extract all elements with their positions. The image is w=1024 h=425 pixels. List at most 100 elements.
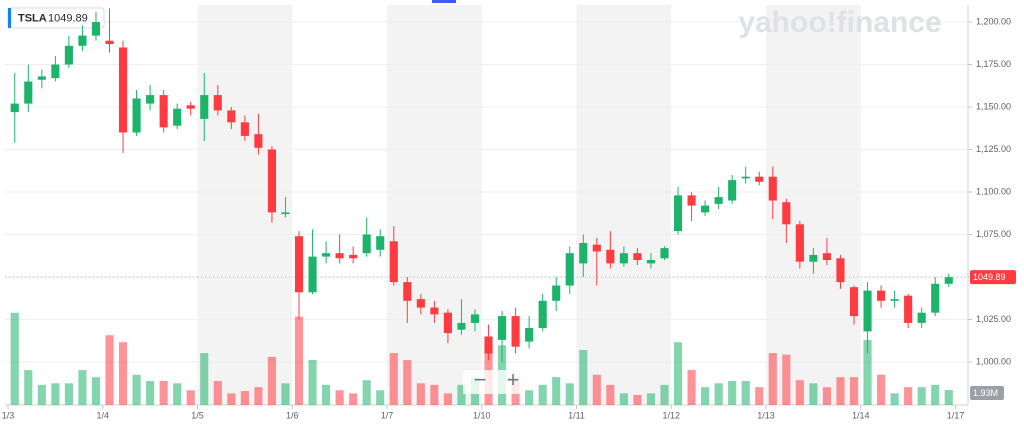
candle-body xyxy=(728,180,737,201)
candle-body xyxy=(917,312,926,323)
candle-body xyxy=(281,212,290,215)
volume-bar xyxy=(863,339,872,405)
candle-body xyxy=(863,290,872,332)
volume-bar xyxy=(809,383,818,405)
candle-body xyxy=(890,299,899,301)
volume-bar xyxy=(349,393,358,405)
volume-bar xyxy=(701,387,710,405)
x-tick-label: 1/7 xyxy=(381,410,394,420)
candle-body xyxy=(944,277,953,284)
volume-bar xyxy=(227,393,236,405)
candle-body xyxy=(51,64,60,79)
y-tick-label: 1,000.00 xyxy=(976,356,1011,366)
candle-body xyxy=(78,35,87,46)
volume-bar xyxy=(240,391,249,405)
volume-bar xyxy=(37,384,46,405)
volume-bar xyxy=(200,353,209,405)
volume-bar xyxy=(552,377,561,405)
candle-body xyxy=(294,236,304,293)
candle-body xyxy=(24,81,33,104)
volume-bar xyxy=(64,383,73,405)
volume-bar xyxy=(931,384,940,405)
zoom-out[interactable]: − xyxy=(474,367,487,392)
volume-tag-label: 1.93M xyxy=(973,388,998,398)
day-bands xyxy=(197,5,861,405)
candle-body xyxy=(91,21,101,36)
candle-body xyxy=(931,283,940,313)
volume-bar xyxy=(836,377,845,405)
watermark: yahoo!finance xyxy=(738,6,941,39)
volume-bar xyxy=(51,383,60,405)
volume-bar xyxy=(389,353,398,405)
candle-body xyxy=(849,287,859,317)
candle-body xyxy=(904,295,913,323)
volume-bar xyxy=(538,384,547,405)
zoom-in[interactable]: + xyxy=(507,367,520,392)
candle-body xyxy=(362,234,371,254)
candle-body xyxy=(877,290,886,301)
volume-bar xyxy=(24,370,33,405)
candle-body xyxy=(227,110,236,123)
day-band xyxy=(576,5,672,405)
candle-body xyxy=(497,316,507,340)
symbol-accent xyxy=(8,8,11,28)
candle-body xyxy=(660,248,669,259)
candle-body xyxy=(376,236,385,250)
candle-body xyxy=(430,307,439,315)
candle-body xyxy=(200,95,209,119)
candle-body xyxy=(105,40,114,45)
y-tick-label: 1,175.00 xyxy=(976,59,1011,69)
candle-body xyxy=(118,47,128,133)
volume-bar xyxy=(741,380,750,405)
volume-bar xyxy=(362,380,371,405)
volume-bar xyxy=(335,390,344,405)
candle-body xyxy=(308,256,317,293)
x-tick-label: 1/10 xyxy=(473,410,491,420)
day-band xyxy=(386,5,482,405)
volume-bar xyxy=(890,393,899,405)
volume-tag xyxy=(970,386,1004,401)
volume-bar xyxy=(565,383,574,405)
candle-body xyxy=(132,98,141,133)
candle-body xyxy=(10,103,19,113)
candle-body xyxy=(701,205,710,213)
volume-bar xyxy=(213,380,222,405)
candle-body xyxy=(240,122,249,136)
volume-bar xyxy=(646,393,656,405)
volume-bar xyxy=(159,380,168,405)
candle-body xyxy=(403,282,412,301)
candle-body xyxy=(146,95,155,104)
x-tick-label: 1/14 xyxy=(852,410,870,420)
top-marker xyxy=(432,0,456,3)
candle-body xyxy=(565,253,574,286)
candle-body xyxy=(335,253,344,259)
candle-body xyxy=(673,195,683,232)
volume-bar xyxy=(619,393,628,405)
candle-body xyxy=(646,259,656,264)
x-tick-label: 1/3 xyxy=(2,410,15,420)
y-tick-label: 1,100.00 xyxy=(976,186,1011,196)
candle-body xyxy=(322,253,331,257)
volume-bar xyxy=(606,384,615,405)
volume-bar xyxy=(118,342,128,405)
candle-body xyxy=(186,105,195,109)
symbol-price: 1049.89 xyxy=(48,12,88,24)
candle-body xyxy=(254,134,263,148)
candle-body xyxy=(782,202,791,225)
volume-bar xyxy=(904,387,913,405)
volume-bar xyxy=(376,390,385,405)
candle-body xyxy=(511,316,520,347)
candle-body xyxy=(795,224,804,262)
candle-body xyxy=(389,241,398,283)
candle-body xyxy=(484,336,493,354)
volume-bar xyxy=(254,387,263,405)
volume-bar xyxy=(146,380,155,405)
x-tick-label: 1/13 xyxy=(757,410,775,420)
candle-body xyxy=(836,258,845,283)
y-tick-label: 1,075.00 xyxy=(976,229,1011,239)
zoom-bg xyxy=(463,370,523,394)
volume-bar xyxy=(768,353,777,405)
x-tick-label: 1/17 xyxy=(947,410,965,420)
